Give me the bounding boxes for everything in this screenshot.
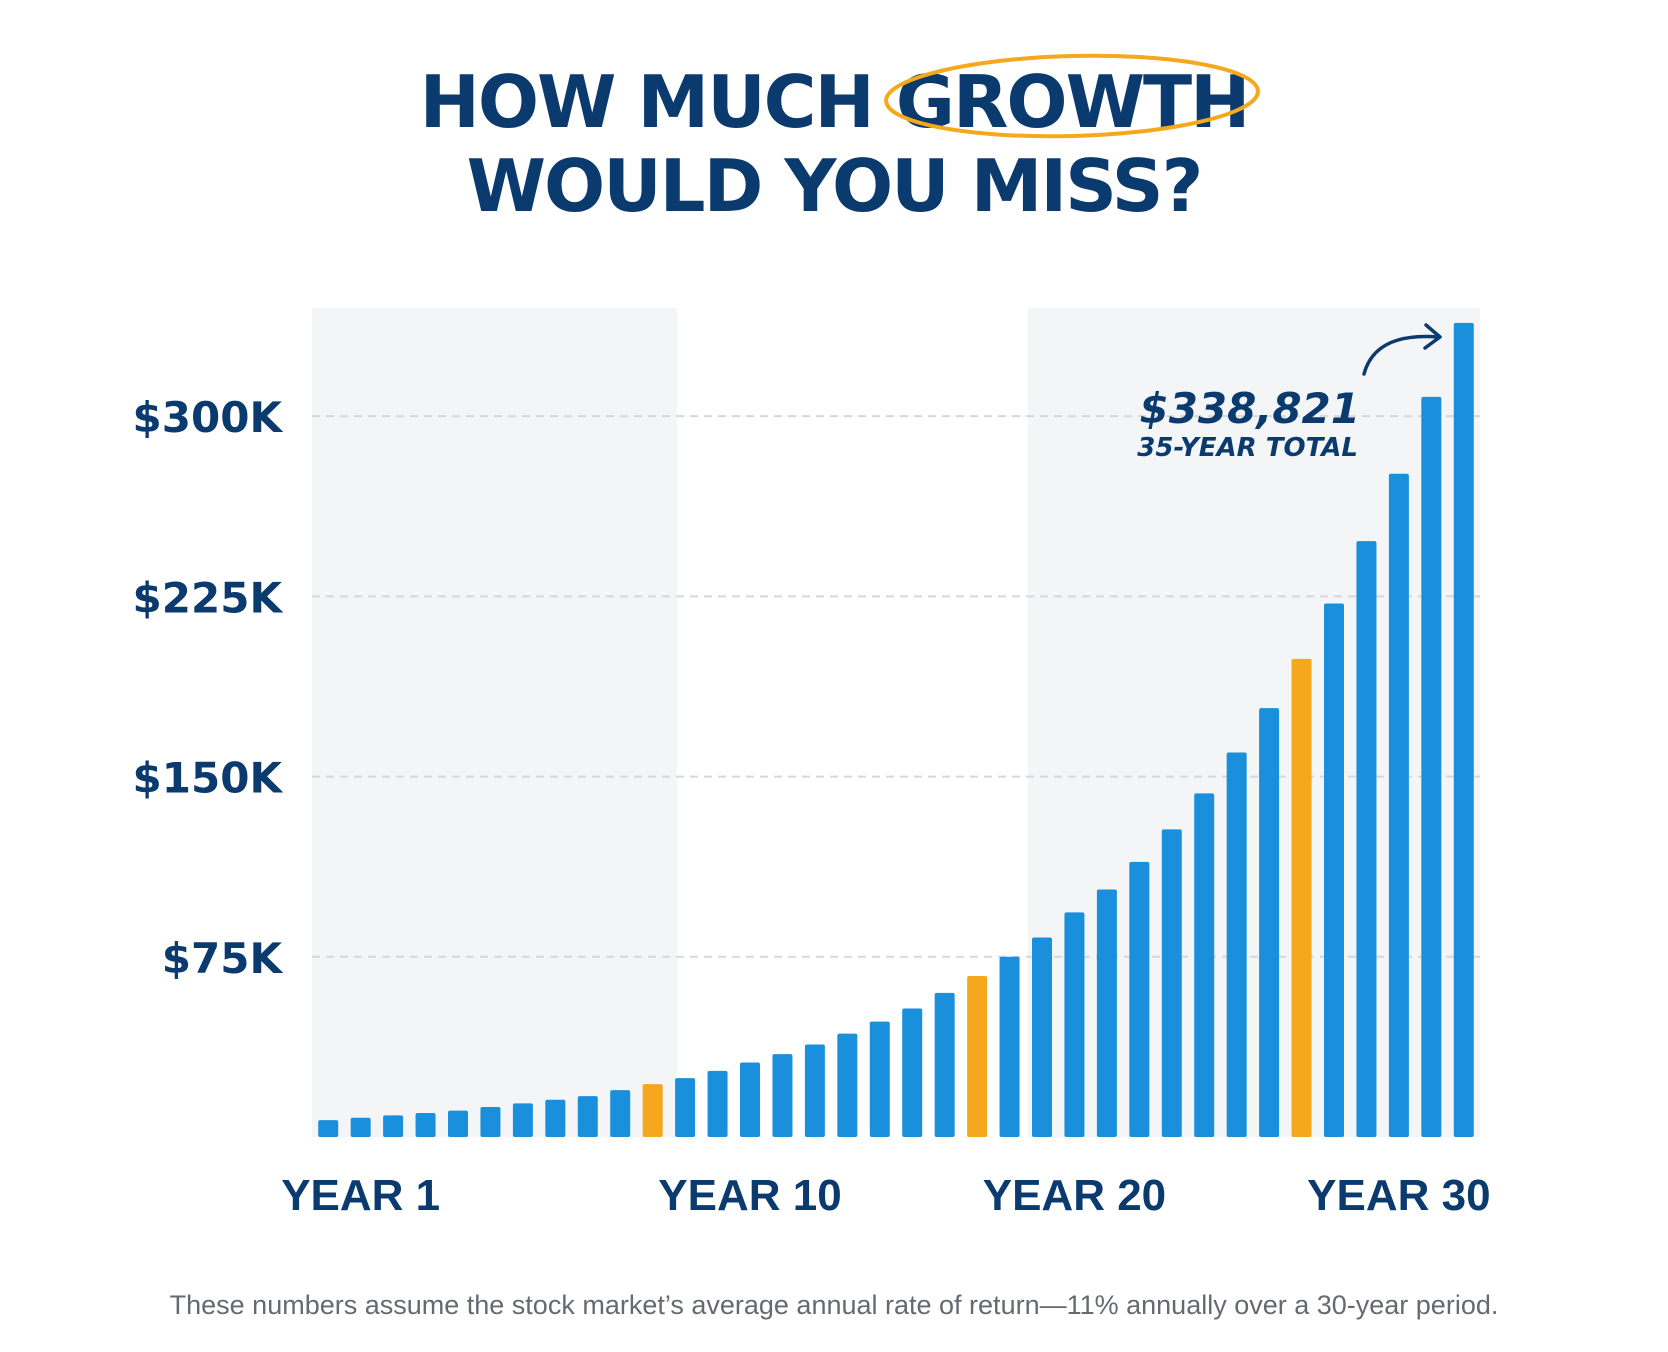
bar: [1421, 396, 1442, 1138]
title-line-1: HOW MUCH GROWTH: [0, 53, 1668, 144]
bar: [740, 1062, 760, 1137]
y-tick-label: $150K: [133, 754, 284, 803]
bar: [480, 1106, 501, 1137]
bar: [707, 1070, 728, 1137]
highlighted-bar: [642, 1084, 663, 1137]
bar: [383, 1115, 404, 1137]
bar: [1064, 912, 1085, 1137]
bar: [1226, 752, 1247, 1137]
title-line-2: WOULD YOU MISS?: [466, 144, 1204, 228]
x-tick-label: YEAR 1: [281, 1171, 440, 1220]
bar: [512, 1103, 533, 1137]
bar: [350, 1117, 371, 1137]
bar: [869, 1021, 890, 1137]
bar: [1129, 861, 1150, 1137]
y-tick-label: $300K: [133, 393, 284, 442]
bar: [1161, 829, 1182, 1137]
bar: [934, 992, 955, 1137]
arrowhead-icon: [1423, 323, 1442, 350]
bar: [1032, 937, 1052, 1137]
bar: [545, 1099, 566, 1137]
x-tick-label: YEAR 10: [658, 1171, 841, 1220]
x-tick-label: YEAR 30: [1307, 1171, 1490, 1220]
bar: [1388, 473, 1409, 1137]
title-highlight-word: GROWTH: [883, 53, 1260, 144]
bar: [772, 1054, 793, 1137]
bar: [902, 1008, 923, 1137]
shaded-panel-left: [312, 308, 677, 1137]
bar: [999, 956, 1020, 1137]
y-tick-label: $225K: [133, 573, 284, 622]
bar: [675, 1078, 696, 1137]
title-prefix: HOW MUCH: [419, 60, 875, 144]
annotation-sublabel: 35-YEAR TOTAL: [1137, 433, 1358, 463]
bar: [1453, 322, 1474, 1137]
bar: [1096, 889, 1117, 1137]
annotation-value: $338,821: [1139, 384, 1360, 433]
x-tick-label: YEAR 20: [983, 1171, 1166, 1220]
footnote: These numbers assume the stock market’s …: [169, 1290, 1499, 1320]
annotation-arrow-icon: [1362, 334, 1440, 376]
y-tick-label: $75K: [162, 934, 284, 983]
bar: [448, 1110, 468, 1137]
highlighted-bar: [967, 976, 988, 1137]
chart-title: HOW MUCH GROWTH WOULD YOU MISS?: [0, 53, 1668, 228]
bar: [837, 1033, 858, 1137]
bar: [1259, 708, 1280, 1137]
bar: [1194, 793, 1215, 1137]
bar: [1356, 541, 1377, 1137]
bar: [1324, 603, 1344, 1137]
bar: [577, 1096, 598, 1137]
bar: [318, 1120, 339, 1137]
bar: [610, 1090, 631, 1137]
bar: [415, 1112, 436, 1137]
bar: [804, 1044, 825, 1137]
highlight-circle-icon: [883, 53, 1260, 139]
highlighted-bar: [1291, 658, 1312, 1137]
